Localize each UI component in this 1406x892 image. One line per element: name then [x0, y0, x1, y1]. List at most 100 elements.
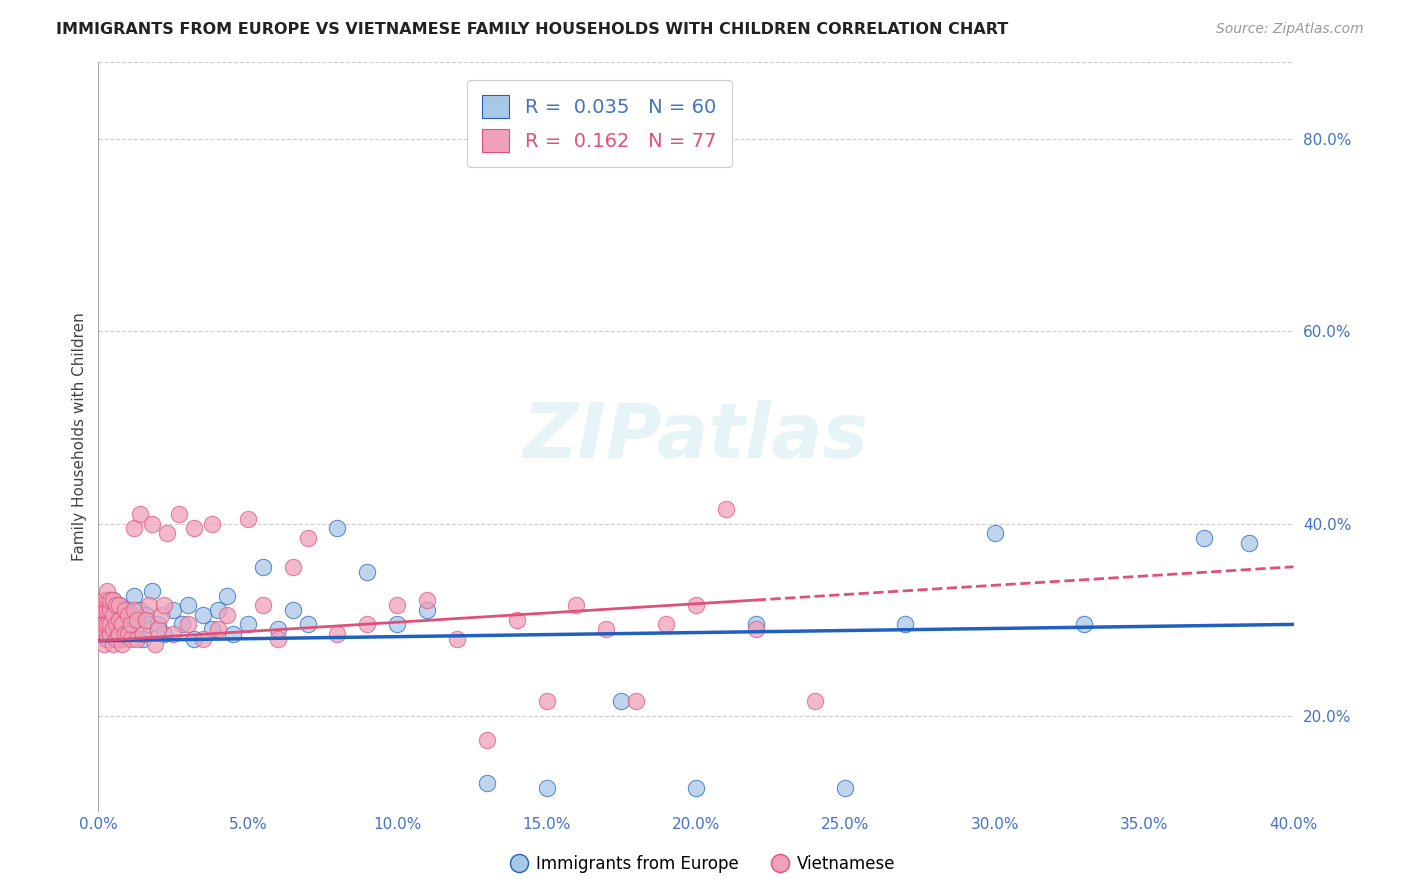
Point	[96, 632, 118, 646]
Point	[120, 632, 142, 646]
Point	[143, 637, 166, 651]
Point	[98, 627, 122, 641]
Point	[124, 589, 146, 603]
Point	[105, 617, 128, 632]
Point	[103, 622, 125, 636]
Point	[129, 507, 152, 521]
Point	[96, 593, 118, 607]
Point	[98, 603, 122, 617]
Point	[103, 607, 125, 622]
Point	[385, 598, 409, 612]
Point	[141, 516, 163, 531]
Point	[252, 559, 274, 574]
Point	[745, 622, 768, 636]
Point	[124, 521, 146, 535]
Point	[124, 603, 146, 617]
Point	[108, 598, 131, 612]
Point	[745, 617, 768, 632]
Point	[506, 613, 529, 627]
Point	[834, 780, 856, 795]
Point	[446, 632, 468, 646]
Point	[153, 598, 176, 612]
Point	[120, 613, 142, 627]
Point	[93, 593, 115, 607]
Point	[108, 613, 131, 627]
Point	[96, 617, 118, 632]
Point	[98, 617, 122, 632]
Point	[108, 627, 131, 641]
Point	[281, 603, 304, 617]
Point	[416, 603, 439, 617]
Point	[183, 521, 205, 535]
Point	[103, 622, 125, 636]
Point	[610, 694, 633, 708]
Point	[105, 632, 128, 646]
Point	[894, 617, 917, 632]
Point	[90, 617, 112, 632]
Point	[98, 593, 122, 607]
Point	[162, 627, 184, 641]
Point	[96, 603, 118, 617]
Point	[162, 603, 184, 617]
Point	[1073, 617, 1095, 632]
Point	[129, 603, 152, 617]
Point	[655, 617, 678, 632]
Point	[183, 632, 205, 646]
Point	[127, 632, 149, 646]
Point	[201, 516, 224, 531]
Text: IMMIGRANTS FROM EUROPE VS VIETNAMESE FAMILY HOUSEHOLDS WITH CHILDREN CORRELATION: IMMIGRANTS FROM EUROPE VS VIETNAMESE FAM…	[56, 22, 1008, 37]
Point	[297, 531, 319, 545]
Legend: R =  0.035   N = 60, R =  0.162   N = 77: R = 0.035 N = 60, R = 0.162 N = 77	[467, 79, 733, 168]
Point	[135, 607, 157, 622]
Point	[141, 583, 163, 598]
Point	[96, 613, 118, 627]
Point	[685, 780, 707, 795]
Point	[108, 617, 131, 632]
Point	[114, 627, 136, 641]
Point	[236, 617, 259, 632]
Point	[148, 617, 170, 632]
Point	[96, 627, 118, 641]
Point	[156, 526, 179, 541]
Point	[267, 622, 290, 636]
Point	[111, 637, 134, 651]
Point	[536, 780, 558, 795]
Point	[117, 627, 139, 641]
Point	[685, 598, 707, 612]
Point	[1237, 535, 1260, 549]
Point	[714, 502, 737, 516]
Point	[90, 627, 112, 641]
Point	[177, 617, 200, 632]
Point	[252, 598, 274, 612]
Text: ZIPatlas: ZIPatlas	[523, 401, 869, 474]
Point	[105, 627, 128, 641]
Point	[201, 622, 224, 636]
Point	[416, 593, 439, 607]
Point	[475, 776, 498, 790]
Point	[111, 617, 134, 632]
Point	[207, 603, 229, 617]
Point	[114, 603, 136, 617]
Point	[111, 613, 134, 627]
Point	[114, 622, 136, 636]
Point	[93, 617, 115, 632]
Point	[153, 627, 176, 641]
Point	[111, 632, 134, 646]
Point	[103, 593, 125, 607]
Point	[565, 598, 588, 612]
Point	[191, 607, 214, 622]
Point	[984, 526, 1007, 541]
Point	[385, 617, 409, 632]
Point	[117, 603, 139, 617]
Point	[222, 627, 245, 641]
Text: Source: ZipAtlas.com: Source: ZipAtlas.com	[1216, 22, 1364, 37]
Point	[148, 622, 170, 636]
Point	[356, 617, 378, 632]
Point	[326, 521, 349, 535]
Point	[191, 632, 214, 646]
Point	[804, 694, 827, 708]
Point	[1192, 531, 1215, 545]
Point	[297, 617, 319, 632]
Point	[98, 603, 122, 617]
Point	[595, 622, 617, 636]
